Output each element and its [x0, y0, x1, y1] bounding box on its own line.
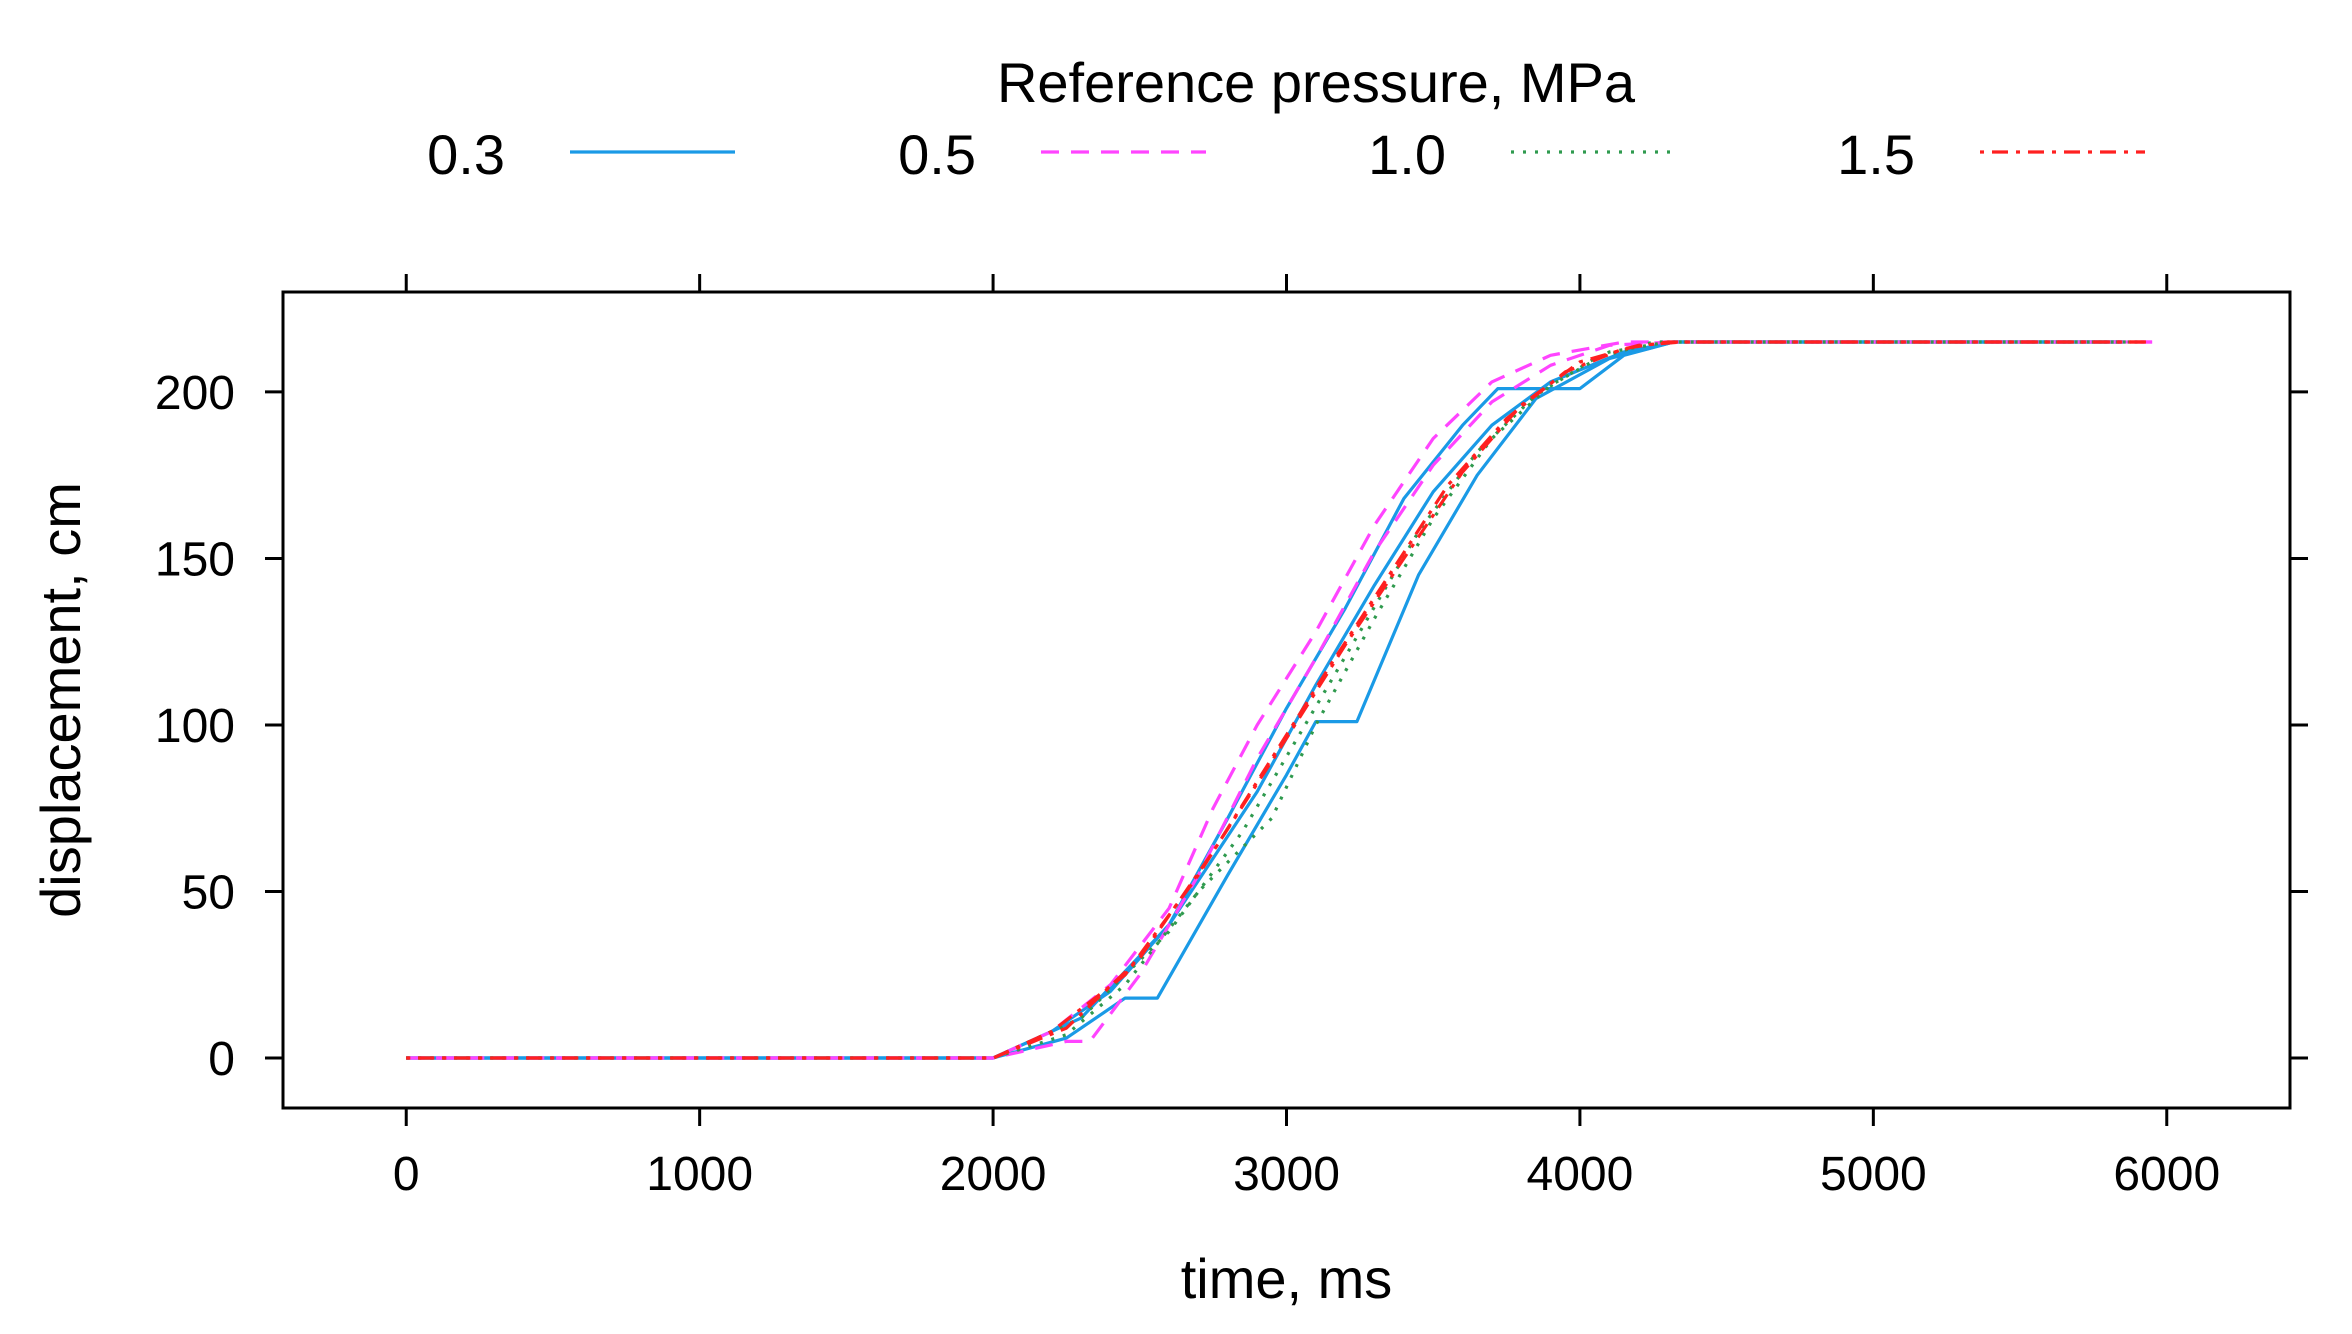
x-tick-label: 6000: [2113, 1148, 2220, 1201]
series-line-1-5-8: [406, 340, 2153, 1060]
legend-label-1-0: 1.0: [1368, 123, 1446, 186]
series-line-1-5-7: [406, 340, 2153, 1060]
series-line-0-5-3: [406, 340, 2153, 1060]
legend: Reference pressure, MPa 0.3 0.5 1.0 1.5: [427, 51, 2145, 186]
x-tick-label: 3000: [1233, 1148, 1340, 1201]
x-tick-label: 1000: [646, 1148, 753, 1201]
y-tick-label: 200: [155, 367, 235, 420]
y-tick-label: 150: [155, 533, 235, 586]
series-line-0-3-1: [406, 340, 2123, 1060]
x-tick-label: 4000: [1527, 1148, 1634, 1201]
y-tick-label: 50: [182, 867, 235, 920]
x-axis-title: time, ms: [1181, 1247, 1393, 1310]
plot-frame: [281, 290, 2292, 1110]
x-tick-label: 5000: [1820, 1148, 1927, 1201]
legend-label-1-5: 1.5: [1837, 123, 1915, 186]
y-tick-label: 100: [155, 700, 235, 753]
series-line-0-5-4: [406, 340, 2153, 1060]
y-tick-label: 0: [208, 1033, 235, 1086]
legend-label-0-5: 0.5: [898, 123, 976, 186]
series-line-0-3-0: [406, 340, 2123, 1060]
legend-label-0-3: 0.3: [427, 123, 505, 186]
y-axis-title: displacement, cm: [29, 482, 92, 918]
x-tick-label: 2000: [940, 1148, 1047, 1201]
legend-title: Reference pressure, MPa: [997, 51, 1636, 114]
x-tick-label: 0: [393, 1148, 420, 1201]
series-line-0-3-2: [406, 340, 2123, 1060]
